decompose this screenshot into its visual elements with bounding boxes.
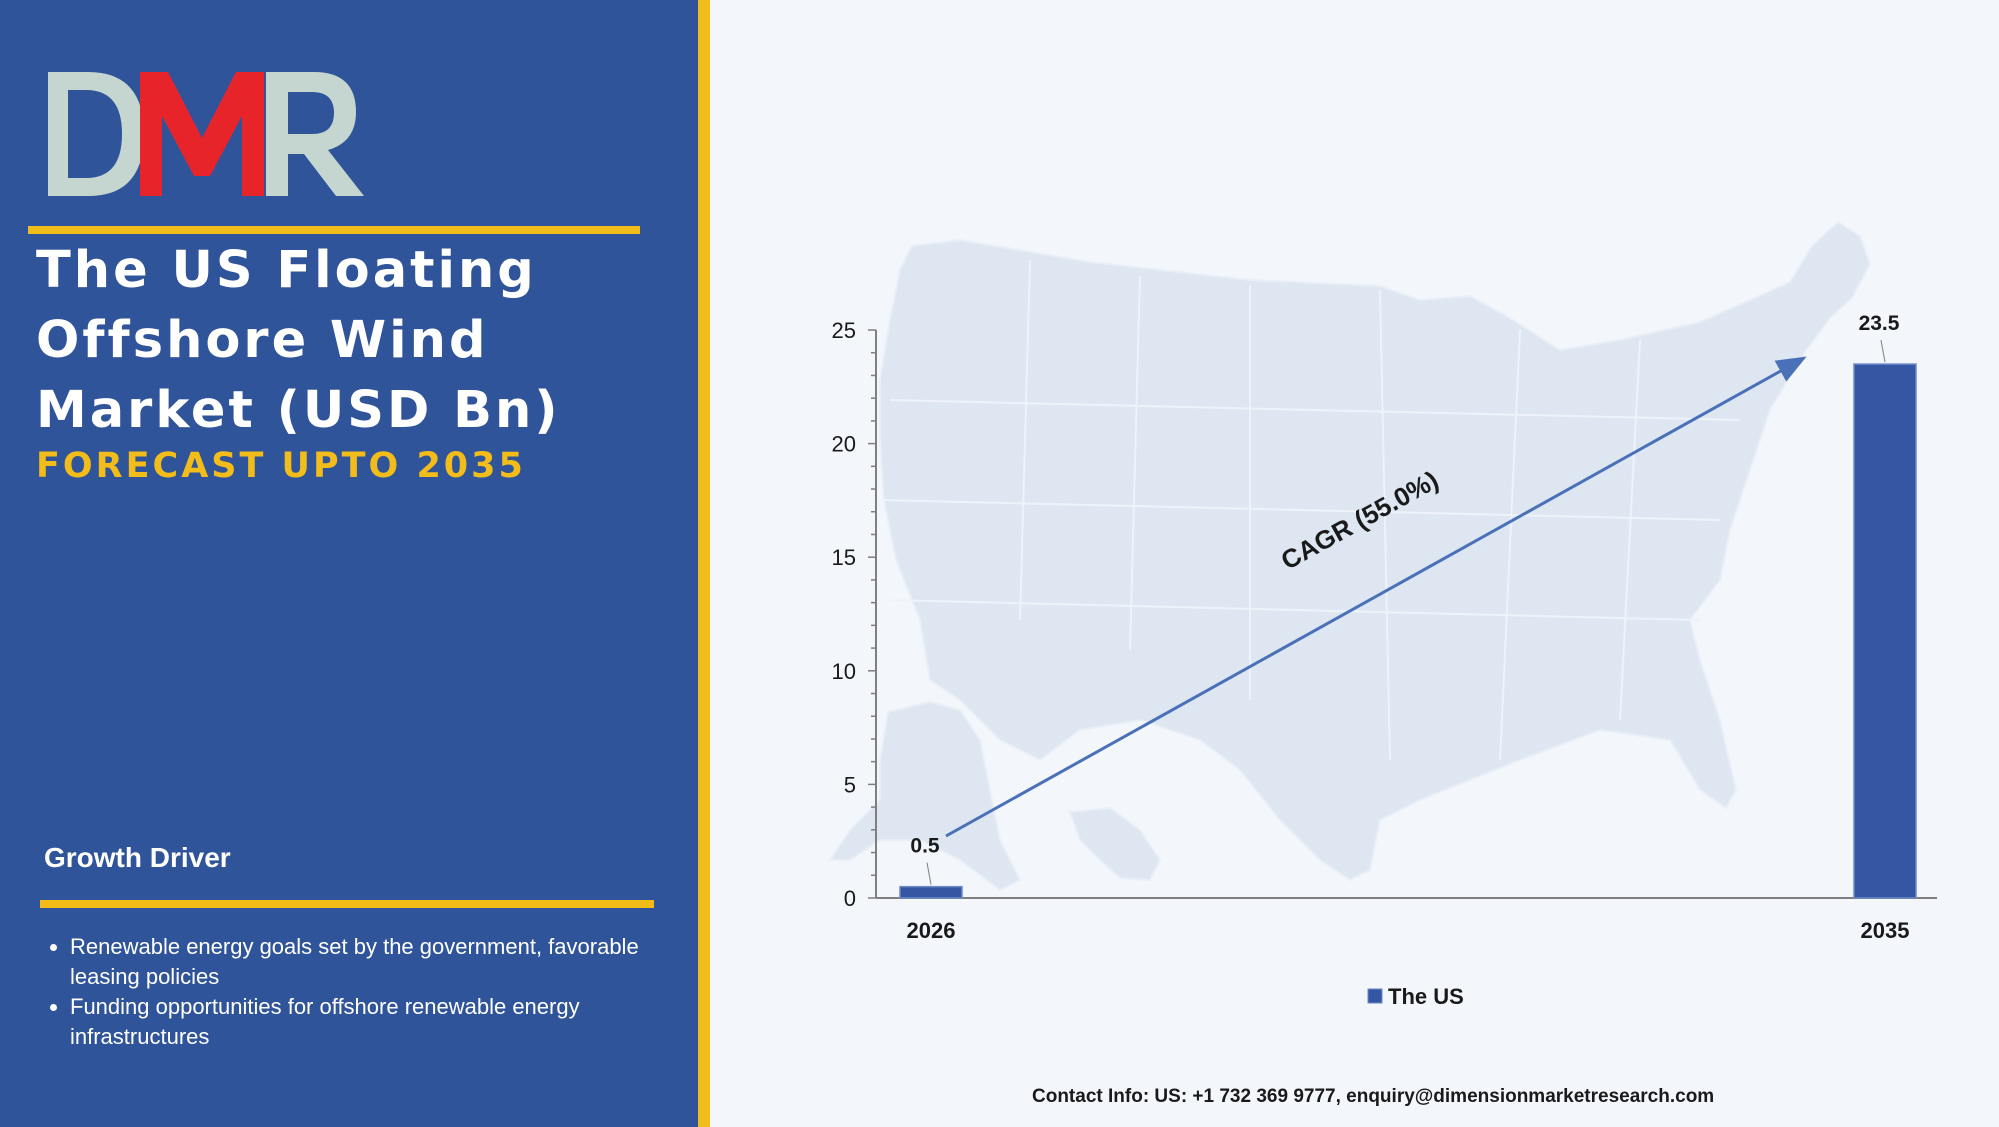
- data-label: 23.5: [1859, 312, 1900, 335]
- growth-driver-heading: Growth Driver: [44, 842, 231, 873]
- bars: [899, 363, 1917, 899]
- logo-letter-d: [48, 72, 144, 196]
- list-item: Renewable energy goals set by the govern…: [70, 932, 670, 992]
- title-divider: [28, 226, 640, 234]
- page-title: The US Floating Offshore Wind Market (US…: [36, 241, 561, 440]
- data-label-leader: [926, 862, 932, 885]
- growth-divider: [40, 900, 654, 908]
- dmr-logo: [48, 72, 364, 196]
- data-label-leader: [1880, 339, 1886, 363]
- list-item: Funding opportunities for offshore renew…: [70, 992, 670, 1052]
- y-tick-label: 25: [832, 318, 856, 343]
- legend: The US: [1367, 984, 1464, 1009]
- page-subtitle: FORECAST UPTO 2035: [36, 446, 526, 486]
- y-tick-label: 5: [844, 772, 856, 797]
- y-axis-minor-ticks: [868, 329, 876, 899]
- y-tick-label: 0: [844, 886, 856, 911]
- growth-driver-list: Renewable energy goals set by the govern…: [40, 932, 670, 1052]
- data-labels: 0.5 23.5: [910, 312, 1900, 885]
- y-axis: 0 5 10 15 20 25: [832, 318, 856, 911]
- y-tick-label: 10: [832, 659, 856, 684]
- logo-letter-m: [140, 72, 264, 196]
- us-map-background: [828, 220, 1872, 892]
- contact-info: Contact Info: US: +1 732 369 9777, enqui…: [1032, 1086, 1715, 1107]
- cagr-arrow: [945, 356, 1807, 838]
- y-tick-label: 15: [832, 545, 856, 570]
- logo-letter-r: [266, 72, 364, 196]
- left-panel: The US Floating Offshore Wind Market (US…: [0, 0, 698, 1127]
- x-tick-label: 2035: [1861, 918, 1910, 943]
- x-tick-label: 2026: [907, 918, 956, 943]
- legend-swatch: [1367, 988, 1383, 1004]
- data-label: 0.5: [910, 835, 940, 858]
- bar-2026: [899, 885, 963, 899]
- y-tick-label: 20: [832, 432, 856, 457]
- panel-separator: [698, 0, 710, 1127]
- legend-label: The US: [1388, 984, 1464, 1009]
- us-map-state-lines: [879, 259, 1741, 761]
- x-axis: 2026 2035: [907, 918, 1910, 943]
- bar-2035: [1853, 363, 1917, 899]
